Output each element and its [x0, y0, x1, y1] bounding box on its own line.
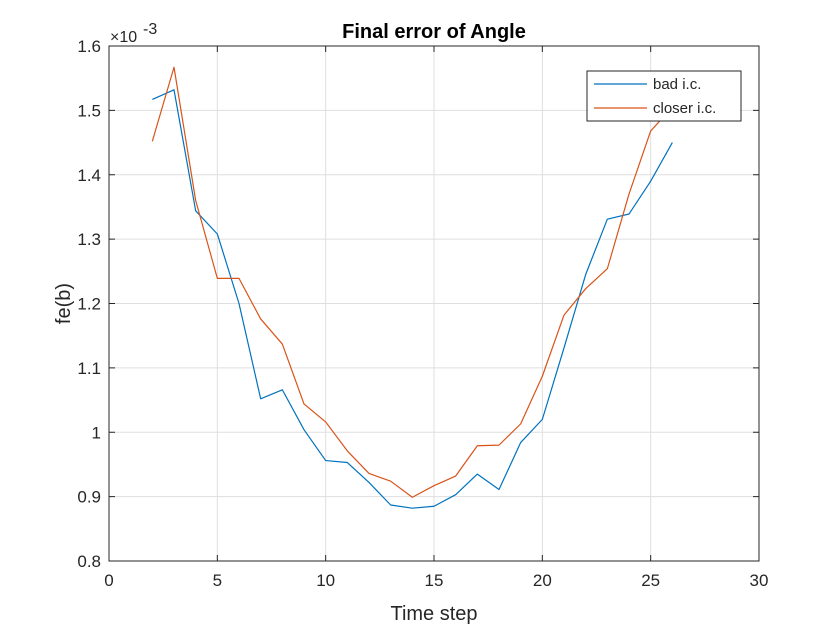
x-axis-label: Time step	[390, 603, 477, 625]
x-tick-label: 20	[533, 571, 552, 590]
y-tick-labels: 0.8 0.9 1 1.1 1.2 1.3 1.4 1.5 1.6	[77, 37, 101, 571]
series-line-0	[152, 89, 673, 509]
y-tick-label: 1.2	[77, 295, 101, 314]
y-exponent-power: -3	[143, 21, 157, 38]
x-tick-label: 25	[641, 571, 660, 590]
y-tick-label: 0.8	[77, 552, 101, 571]
y-tick-label: 1.6	[77, 37, 101, 56]
legend-entry-closer-ic: closer i.c.	[653, 100, 716, 117]
y-tick-label: 1.1	[77, 359, 101, 378]
legend-entry-bad-ic: bad i.c.	[653, 76, 701, 93]
legend: bad i.c. closer i.c.	[586, 70, 742, 122]
x-tick-labels: 0 5 10 15 20 25 30	[104, 571, 768, 590]
series-lines	[151, 66, 673, 509]
legend-box	[586, 70, 742, 122]
y-axis-label: fe(b)	[53, 283, 75, 324]
chart-title: Final error of Angle	[342, 21, 526, 43]
series-line-1	[151, 66, 673, 498]
y-tick-label: 0.9	[77, 488, 101, 507]
y-tick-label: 1.4	[77, 166, 101, 185]
x-tick-label: 15	[425, 571, 444, 590]
y-tick-label: 1.5	[77, 101, 101, 120]
x-tick-label: 10	[316, 571, 335, 590]
y-exponent-multiplier: ×10	[110, 29, 137, 46]
y-tick-label: 1	[92, 423, 101, 442]
axis-ticks	[108, 45, 760, 562]
x-tick-label: 0	[104, 571, 113, 590]
x-tick-label: 30	[750, 571, 769, 590]
x-tick-label: 5	[213, 571, 222, 590]
y-tick-label: 1.3	[77, 230, 101, 249]
